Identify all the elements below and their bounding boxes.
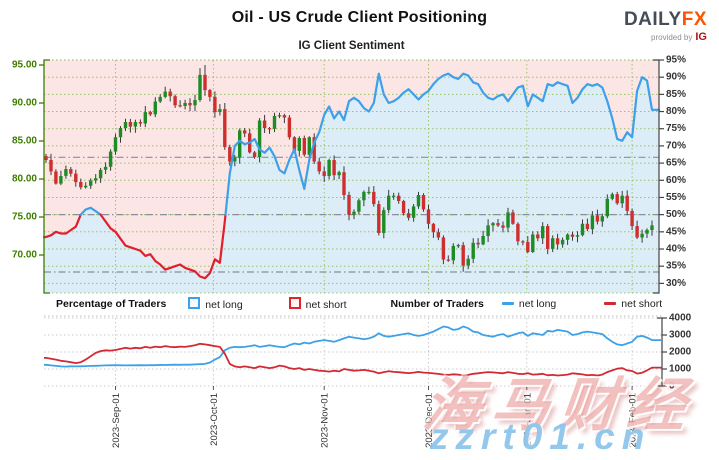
net-short-square-icon [288,297,301,309]
legend-num-net-long: net long [501,298,557,310]
legend-percentage-header: Percentage of Traders [56,298,167,310]
percent-axis: 95% 90% 85% 80% 75% 70% 65% 60% 55% 50% 45% 40% 35% 3… [653,55,686,294]
svg-text:50%: 50% [666,209,686,220]
svg-text:70.00: 70.00 [12,250,37,261]
svg-text:2023-Sep-01: 2023-Sep-01 [111,393,122,448]
svg-text:2024-Jan-01: 2024-Jan-01 [522,393,533,446]
net-short-label: net short [305,299,347,311]
svg-text:2023-Dec-01: 2023-Dec-01 [424,393,435,448]
legend-number-header: Number of Traders [390,298,484,310]
svg-text:95%: 95% [666,55,686,66]
svg-text:65%: 65% [666,158,686,169]
chart-legend: Percentage of Traders net long net short… [56,297,662,311]
logo-daily-text: DAILY [623,9,682,30]
logo-fx-text: FX [681,9,707,30]
svg-text:80.00: 80.00 [12,174,37,185]
svg-text:90%: 90% [666,72,686,83]
num-net-long-label: net long [518,298,557,310]
net-long-square-icon [188,297,201,309]
main-gridlines [44,59,659,294]
svg-text:55%: 55% [666,192,686,203]
watermark-url: zzrt01.cn [430,416,652,457]
svg-text:75.00: 75.00 [12,212,37,223]
net-short-count-line [44,342,662,377]
logo-provided-by: provided by IG [624,32,707,43]
svg-text:35%: 35% [666,261,686,272]
svg-text:90.00: 90.00 [12,98,37,109]
svg-text:2024-Feb-01: 2024-Feb-01 [628,393,639,447]
provided-by-text: provided by [651,33,693,42]
legend-pct-net-long: net long [188,297,243,311]
svg-text:4000: 4000 [669,313,692,324]
sentiment-line [42,72,661,280]
svg-text:1000: 1000 [669,364,692,375]
svg-text:95.00: 95.00 [12,60,37,71]
trader-count-panel [44,315,662,387]
svg-text:2023-Nov-01: 2023-Nov-01 [320,393,331,448]
svg-text:75%: 75% [666,123,686,134]
svg-text:60%: 60% [666,175,686,186]
page-title: Oil - US Crude Client Positioning [231,9,488,26]
net-long-count-line [44,325,662,368]
net-short-line-icon [604,302,617,305]
chart-subtitle: IG Client Sentiment [298,40,405,52]
price-axis: 95.00 90.00 85.00 80.00 75.00 70.00 [12,59,50,294]
net-short-area [44,60,659,279]
svg-text:30%: 30% [666,278,686,289]
svg-text:0: 0 [669,381,675,392]
svg-text:40%: 40% [666,244,686,255]
dailyfx-logo: DAILYFX provided by IG [624,10,707,43]
date-axis: 2023-Sep-01 2023-Oct-01 2023-Nov-01 2023-De… [111,386,639,448]
svg-text:45%: 45% [666,226,686,237]
logo-wordmark: DAILYFX [624,10,707,29]
svg-text:2000: 2000 [669,347,692,358]
svg-text:85.00: 85.00 [12,136,37,147]
trader-count-axis: 4000 3000 2000 1000 0 [657,313,692,392]
num-net-short-label: net short [621,298,663,310]
svg-text:2023-Oct-01: 2023-Oct-01 [209,393,220,446]
sentiment-area-fills [44,60,659,293]
legend-pct-net-short: net short [288,297,347,311]
net-long-line-icon [501,302,514,305]
ig-logo: IG [695,31,707,43]
svg-text:70%: 70% [666,140,686,151]
svg-text:85%: 85% [666,89,686,100]
net-long-label: net long [205,299,243,311]
legend-num-net-short: net short [604,298,662,310]
svg-text:3000: 3000 [669,330,692,341]
svg-text:80%: 80% [666,106,686,117]
